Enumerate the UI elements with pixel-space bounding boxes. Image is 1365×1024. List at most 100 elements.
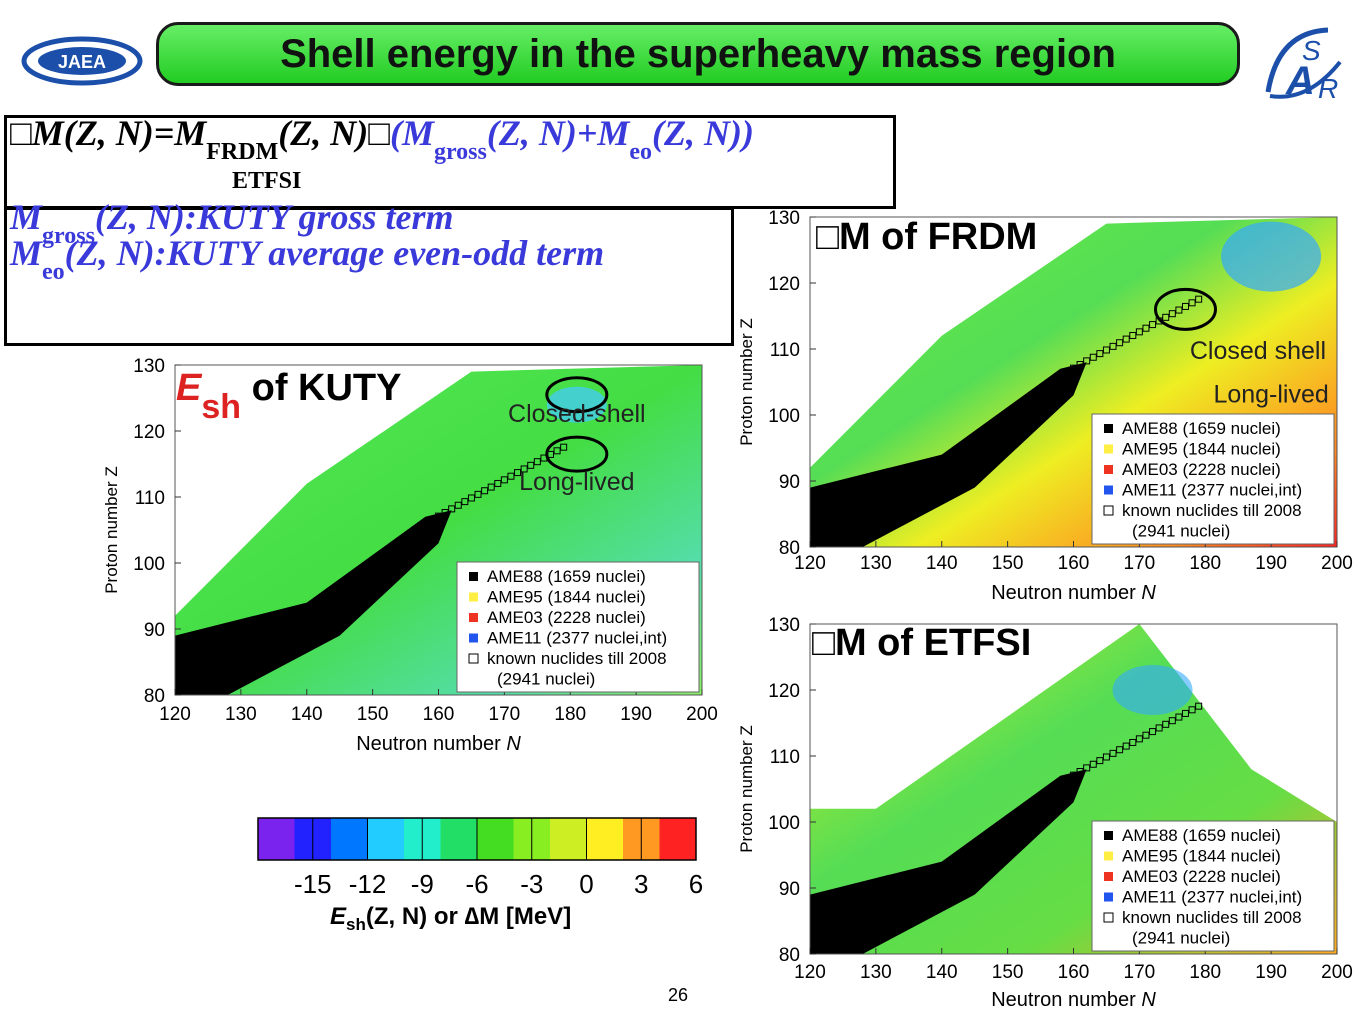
nuclide-marker	[500, 476, 508, 484]
definitions-box	[4, 207, 734, 346]
frdm-mass-chart: 120 130 140 150 160 170 180 190 200 80 90 100 110 120…	[737, 208, 1353, 604]
legend-item: AME03 (2228 nuclei)	[1122, 460, 1281, 479]
known-nuclides-region	[810, 362, 1087, 547]
nuclide-marker	[1122, 742, 1130, 750]
x-tick-label: 160	[1058, 553, 1090, 574]
legend-item: known nuclides till 2008	[1122, 908, 1302, 927]
colorbar-tick-label: 0	[579, 869, 593, 899]
y-tick-label: 90	[144, 620, 165, 641]
legend-item: AME03 (2228 nuclei)	[487, 608, 646, 627]
y-axis-label: Proton number Z	[737, 725, 756, 853]
nuclide-marker	[487, 483, 495, 491]
nuclide-marker	[1063, 775, 1071, 783]
nuclide-marker	[1076, 361, 1084, 369]
nuclide-marker	[533, 458, 541, 466]
colorbar-segment	[440, 818, 478, 860]
colorbar-tick-label: -12	[349, 869, 387, 899]
nuclide-marker	[1083, 764, 1091, 772]
legend-box	[456, 561, 700, 693]
nuclide-marker	[1102, 753, 1110, 761]
nuclide-marker	[1063, 368, 1071, 376]
nuclide-marker	[520, 465, 528, 473]
legend-swatch	[1104, 872, 1113, 881]
legend-swatch	[1104, 851, 1113, 861]
x-tick-label: 180	[1189, 553, 1221, 574]
x-tick-label: 200	[1321, 962, 1353, 983]
nuclide-marker	[1089, 760, 1097, 768]
x-tick-label: 130	[860, 553, 892, 574]
legend-item: (2941 nuclei)	[1132, 522, 1230, 541]
nuclide-marker	[1070, 364, 1077, 372]
x-tick-label: 190	[1255, 553, 1287, 574]
nuclide-marker	[1162, 720, 1170, 728]
legend-item: AME11 (2377 nuclei,int)	[487, 629, 667, 648]
kuty-chart-title: Esh of KUTY	[176, 367, 402, 426]
colorbar-segment	[331, 818, 368, 860]
x-tick-label: 140	[291, 704, 323, 725]
colorbar-tick-label: 6	[689, 869, 703, 899]
svg-text:R: R	[1318, 73, 1338, 104]
nuclide-marker	[421, 519, 429, 527]
nuclide-marker	[481, 487, 489, 495]
nuclide-marker	[1168, 717, 1176, 725]
legend-item: AME11 (2377 nuclei,int)	[1122, 888, 1302, 907]
long-lived-label: Long-lived	[519, 468, 634, 496]
legend-swatch	[1103, 912, 1114, 923]
colorbar-segment	[586, 818, 624, 860]
etfsi-label: ETFSI	[232, 168, 302, 194]
nuclide-marker	[1195, 702, 1203, 710]
nuclide-marker	[1129, 738, 1137, 746]
colorbar-segment	[258, 818, 295, 860]
legend-swatch	[1104, 831, 1113, 840]
closed-shell-ellipse	[545, 376, 609, 414]
svg-text:S: S	[1302, 35, 1321, 66]
nuclide-marker	[1109, 749, 1117, 757]
nuclide-marker	[1175, 713, 1183, 721]
known-nuclides-region	[810, 769, 1087, 954]
x-tick-label: 200	[1321, 553, 1353, 574]
nuclide-marker	[1175, 306, 1183, 314]
y-tick-label: 80	[144, 686, 165, 707]
nuclide-marker	[1168, 310, 1176, 318]
y-tick-label: 100	[133, 554, 165, 575]
colorbar-tick-label: -9	[411, 869, 434, 899]
legend-swatch	[1104, 424, 1113, 433]
kuty-shell-energy-chart: 120 130 140 150 160 170 180 190 200 80 90 100 110 120…	[102, 356, 718, 755]
y-tick-label: 90	[779, 879, 800, 900]
x-tick-label: 170	[489, 704, 521, 725]
eo-term-desc: Meo(Z, N):KUTY average even-odd term	[10, 233, 605, 285]
long-lived-ellipse	[545, 435, 609, 473]
x-axis-label: Neutron number N	[991, 989, 1156, 1011]
x-tick-label: 160	[1058, 962, 1090, 983]
nuclide-marker	[1195, 295, 1203, 303]
etfsi-mass-chart: 120 130 140 150 160 170 180 190 200 80 90 100 110 120…	[737, 615, 1353, 1011]
y-tick-label: 80	[779, 945, 800, 966]
legend-item: (2941 nuclei)	[1132, 929, 1230, 948]
legend-item: AME11 (2377 nuclei,int)	[1122, 481, 1302, 500]
nuclide-marker	[1076, 768, 1084, 776]
legend-swatch	[1104, 485, 1113, 495]
x-tick-label: 150	[357, 704, 389, 725]
y-tick-label: 130	[133, 356, 165, 377]
nuclide-marker	[1116, 339, 1124, 347]
colorbar-label: Esh(Z, N) or ∆M [MeV]	[330, 903, 572, 934]
title-banner: Shell energy in the superheavy mass regi…	[156, 22, 1240, 86]
nuclide-marker	[1149, 728, 1157, 736]
x-tick-label: 200	[686, 704, 718, 725]
nuclide-marker	[454, 501, 462, 509]
nuclide-marker	[467, 494, 475, 502]
legend-item: AME95 (1844 nuclei)	[487, 588, 646, 607]
nuclide-marker	[1096, 757, 1104, 765]
long-lived-label: Long-lived	[1213, 381, 1328, 409]
colorbar: -15 -12 -9 -6 -3 0 3 6	[257, 817, 703, 899]
x-tick-label: 120	[159, 704, 191, 725]
sar-logo: A S R	[1258, 22, 1348, 108]
mass-equation: □M(Z, N)=MFRDM(Z, N)□(Mgross(Z, N)+Meo(Z…	[10, 113, 754, 165]
shell-region	[546, 386, 607, 423]
nuclide-marker	[1102, 346, 1110, 354]
nuclide-marker	[1083, 357, 1091, 365]
nuclide-marker	[1096, 350, 1104, 358]
x-tick-label: 140	[926, 553, 958, 574]
x-axis-label: Neutron number N	[356, 733, 521, 755]
x-tick-label: 140	[926, 962, 958, 983]
